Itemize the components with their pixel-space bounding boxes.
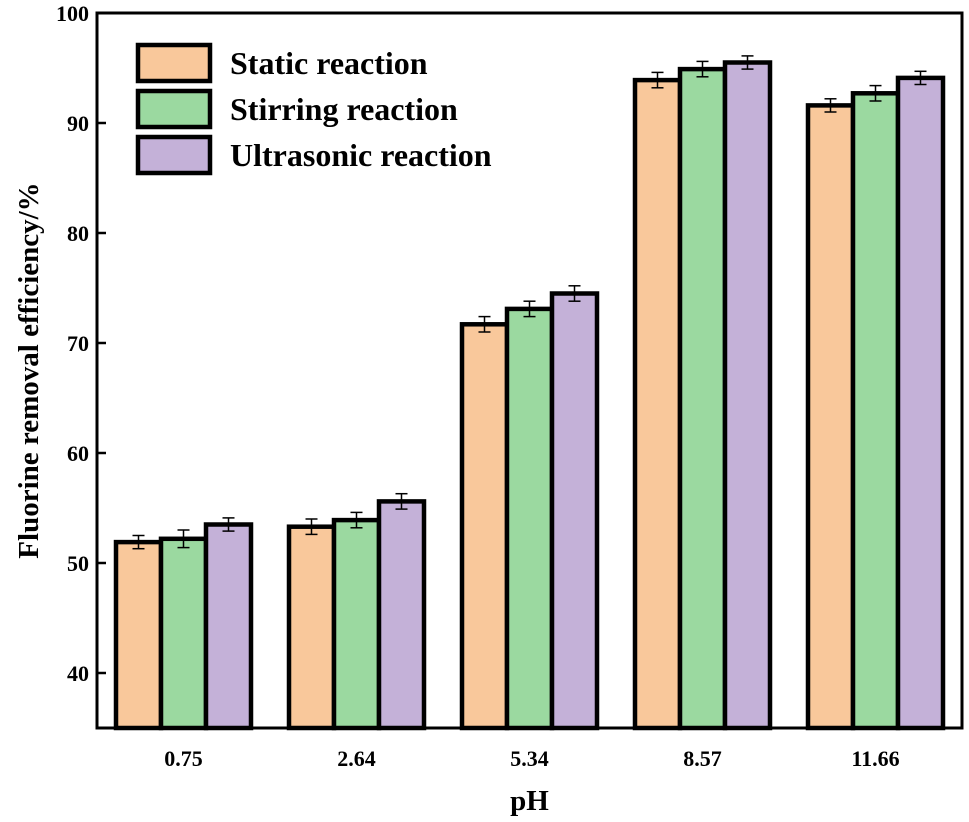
x-tick-label: 11.66 bbox=[851, 746, 899, 771]
bar-ultrasonic-reaction-2.64 bbox=[376, 499, 427, 731]
bar-stirring-reaction-5.34 bbox=[504, 306, 555, 731]
bar-static-reaction-11.66 bbox=[805, 103, 856, 731]
bar-ultrasonic-reaction-5.34 bbox=[549, 291, 600, 731]
legend-swatch bbox=[135, 134, 213, 176]
legend-item: Static reaction bbox=[135, 42, 428, 84]
error-bar bbox=[696, 60, 709, 78]
y-tick-label: 50 bbox=[67, 551, 89, 576]
legend-item: Stirring reaction bbox=[135, 88, 458, 130]
legend: Static reaction Stirring reaction Ultrason… bbox=[135, 42, 492, 176]
error-bar bbox=[350, 511, 363, 529]
error-bar bbox=[568, 285, 581, 302]
bar-stirring-reaction-2.64 bbox=[331, 517, 382, 731]
bar-stirring-reaction-11.66 bbox=[850, 91, 901, 731]
x-axis: 0.75 2.64 5.34 8.57 11.66 bbox=[164, 746, 899, 771]
error-bar bbox=[478, 315, 491, 333]
x-axis-title: pH bbox=[510, 785, 549, 817]
bar-ultrasonic-reaction-8.57 bbox=[722, 60, 773, 731]
legend-label: Static reaction bbox=[230, 45, 428, 81]
error-bar bbox=[177, 529, 190, 549]
error-bar bbox=[741, 55, 754, 70]
error-bar bbox=[914, 70, 927, 86]
y-tick-label: 100 bbox=[56, 1, 89, 26]
y-axis: 40 50 60 70 80 90 100 bbox=[56, 1, 106, 686]
legend-label: Ultrasonic reaction bbox=[230, 137, 492, 173]
y-tick-label: 90 bbox=[67, 111, 89, 136]
y-tick-label: 60 bbox=[67, 441, 89, 466]
error-bar bbox=[523, 300, 536, 318]
error-bars-layer bbox=[132, 55, 927, 550]
error-bar bbox=[132, 534, 145, 550]
error-bar bbox=[222, 517, 235, 532]
bar-static-reaction-2.64 bbox=[286, 524, 337, 731]
y-tick-label: 70 bbox=[67, 331, 89, 356]
y-tick-label: 40 bbox=[67, 661, 89, 686]
x-tick-label: 2.64 bbox=[337, 746, 376, 771]
x-tick-label: 5.34 bbox=[510, 746, 549, 771]
bar-static-reaction-5.34 bbox=[459, 322, 510, 731]
y-axis-title: Fluorine removal efficiency/% bbox=[13, 182, 45, 558]
bar-static-reaction-8.57 bbox=[632, 77, 683, 731]
error-bar bbox=[824, 98, 837, 113]
legend-label: Stirring reaction bbox=[230, 91, 458, 127]
x-tick-label: 0.75 bbox=[164, 746, 203, 771]
bar-ultrasonic-reaction-0.75 bbox=[203, 522, 254, 731]
x-tick-label: 8.57 bbox=[683, 746, 722, 771]
error-bar bbox=[869, 84, 882, 102]
error-bar bbox=[651, 71, 664, 89]
legend-item: Ultrasonic reaction bbox=[135, 134, 492, 176]
error-bar bbox=[305, 518, 318, 536]
plot-area-frame bbox=[95, 11, 964, 730]
bar-stirring-reaction-0.75 bbox=[158, 536, 209, 731]
legend-swatch bbox=[135, 88, 213, 130]
bar-stirring-reaction-8.57 bbox=[677, 66, 728, 731]
y-tick-label: 80 bbox=[67, 221, 89, 246]
bar-static-reaction-0.75 bbox=[113, 539, 164, 731]
bar-ultrasonic-reaction-11.66 bbox=[895, 75, 946, 731]
legend-swatch bbox=[135, 42, 213, 84]
error-bar bbox=[395, 492, 408, 510]
